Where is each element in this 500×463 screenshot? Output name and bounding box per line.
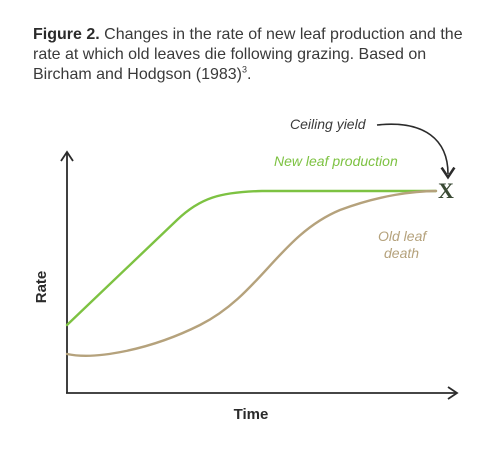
old-leaf-death-curve [65, 189, 438, 357]
x-axis-arrowhead [447, 386, 459, 400]
x-axis-label: Time [234, 406, 269, 423]
ceiling-yield-arrow [376, 123, 456, 180]
citation-superscript: 3 [242, 64, 248, 75]
y-axis-arrowhead [60, 150, 74, 162]
y-axis-label: Rate [33, 271, 50, 304]
figure-caption-text: Changes in the rate of new leaf producti… [33, 26, 463, 83]
old-leaf-label-line1: Old leaf [378, 228, 428, 244]
ceiling-yield-label: Ceiling yield [290, 116, 367, 132]
figure-label: Figure 2. [33, 26, 100, 43]
new-leaf-production-curve [65, 189, 438, 327]
caption-end: . [247, 66, 252, 83]
figure-caption: Figure 2. Changes in the rate of new lea… [33, 25, 483, 85]
old-leaf-label-line2: death [384, 245, 419, 261]
new-leaf-production-label: New leaf production [274, 153, 398, 169]
ceiling-yield-marker: X [438, 178, 454, 203]
